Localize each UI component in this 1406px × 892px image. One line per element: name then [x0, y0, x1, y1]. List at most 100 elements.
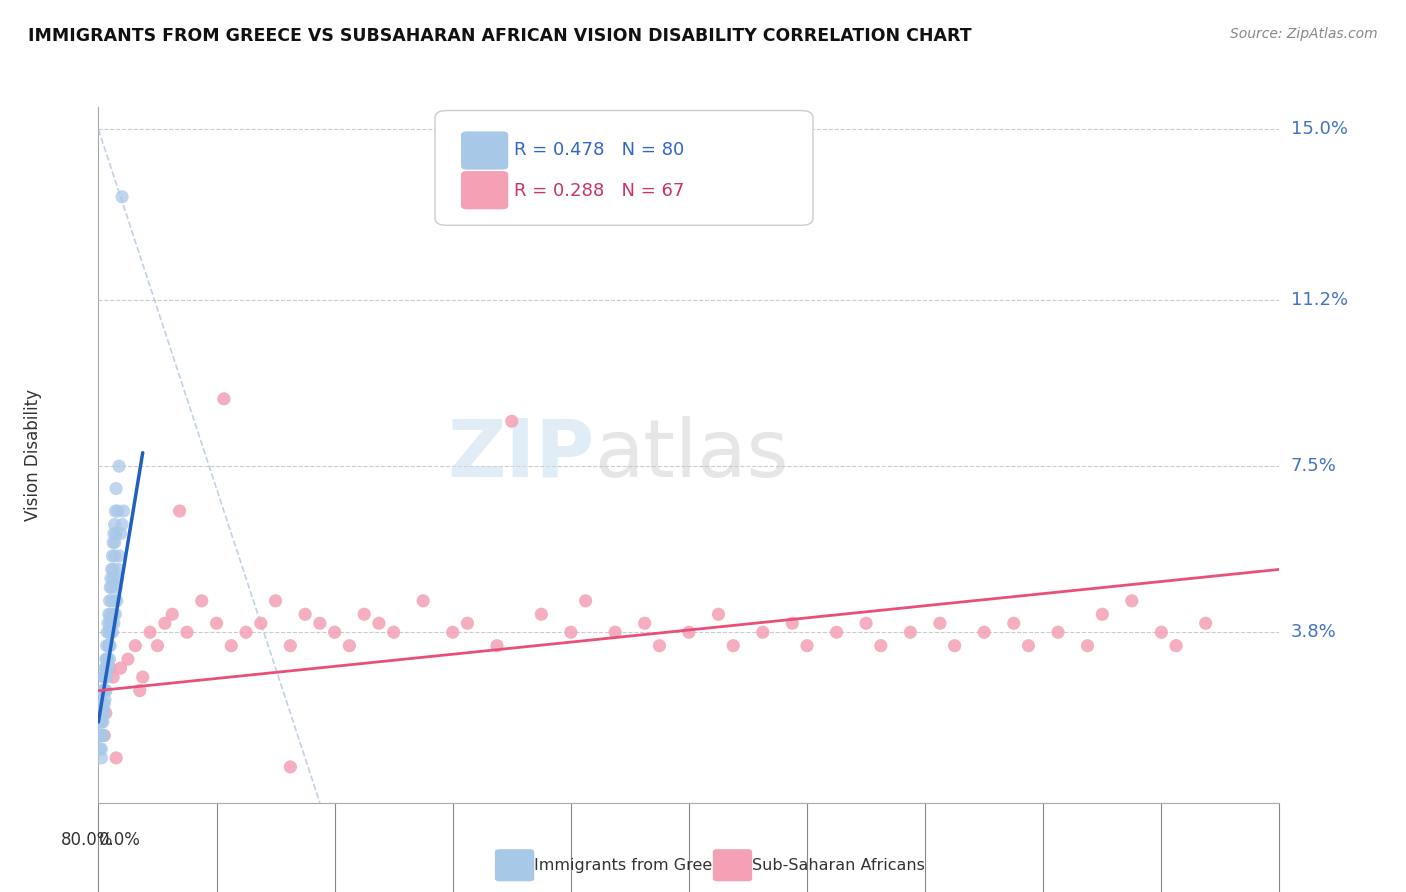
Point [100, 594, 122, 608]
Point [103, 670, 125, 684]
Point [1002, 616, 1025, 631]
Point [107, 562, 129, 576]
Point [96, 639, 118, 653]
Point [89, 729, 111, 743]
Point [486, 639, 509, 653]
Point [1195, 616, 1218, 631]
Point [93, 683, 115, 698]
Point [104, 549, 127, 563]
Point [94, 661, 117, 675]
Point [1121, 594, 1143, 608]
Point [104, 607, 127, 622]
Point [103, 535, 125, 549]
Point [90, 714, 112, 729]
Point [132, 670, 155, 684]
Point [212, 392, 235, 406]
Point [205, 616, 228, 631]
Point [91, 683, 114, 698]
Point [91, 729, 114, 743]
Point [105, 580, 128, 594]
Text: atlas: atlas [595, 416, 789, 494]
Point [91, 729, 114, 743]
FancyBboxPatch shape [434, 111, 813, 226]
Point [111, 517, 134, 532]
Point [441, 625, 464, 640]
Point [103, 526, 125, 541]
Point [191, 594, 214, 608]
Point [153, 616, 176, 631]
Point [100, 625, 122, 640]
Point [89, 742, 111, 756]
Point [98, 652, 121, 666]
Point [110, 526, 132, 541]
FancyBboxPatch shape [461, 171, 508, 210]
Point [973, 625, 995, 640]
Point [104, 517, 127, 532]
Point [530, 607, 553, 622]
Point [105, 751, 128, 765]
Point [104, 504, 127, 518]
Point [782, 616, 804, 631]
Point [104, 594, 127, 608]
Point [723, 639, 745, 653]
Point [96, 625, 118, 640]
Point [278, 639, 302, 653]
Point [98, 661, 121, 675]
Point [1046, 625, 1069, 640]
Point [93, 670, 115, 684]
Point [825, 625, 848, 640]
Point [943, 639, 966, 653]
Point [235, 625, 257, 640]
Point [900, 625, 922, 640]
Point [353, 607, 375, 622]
Point [94, 692, 117, 706]
Point [93, 670, 115, 684]
Point [124, 639, 146, 653]
Point [1164, 639, 1187, 653]
Point [96, 652, 118, 666]
Point [94, 661, 117, 675]
Point [103, 616, 125, 631]
Point [90, 729, 112, 743]
Point [94, 652, 117, 666]
Text: 15.0%: 15.0% [1291, 120, 1347, 138]
Text: Immigrants from Greece: Immigrants from Greece [534, 858, 731, 872]
Point [103, 562, 125, 576]
Point [110, 661, 132, 675]
Point [648, 639, 671, 653]
Point [108, 549, 131, 563]
Point [103, 571, 125, 585]
Text: 0.0%: 0.0% [98, 830, 141, 848]
Point [97, 607, 120, 622]
Point [1150, 625, 1173, 640]
Point [104, 535, 127, 549]
Point [90, 714, 112, 729]
Point [100, 571, 122, 585]
Point [96, 670, 118, 684]
Text: R = 0.288   N = 67: R = 0.288 N = 67 [515, 182, 685, 200]
Point [412, 594, 434, 608]
Text: Vision Disability: Vision Disability [24, 389, 42, 521]
Point [294, 607, 316, 622]
Point [101, 625, 124, 640]
Point [707, 607, 730, 622]
Point [93, 706, 115, 720]
Point [90, 751, 112, 765]
Point [97, 639, 120, 653]
Point [1091, 607, 1114, 622]
Point [1077, 639, 1099, 653]
Point [100, 562, 122, 576]
Point [278, 760, 302, 774]
Point [108, 459, 131, 474]
Point [96, 652, 118, 666]
Point [91, 697, 114, 711]
Point [337, 639, 360, 653]
FancyBboxPatch shape [461, 131, 508, 169]
Point [112, 504, 135, 518]
Text: Sub-Saharan Africans: Sub-Saharan Africans [752, 858, 925, 872]
Text: R = 0.478   N = 80: R = 0.478 N = 80 [515, 141, 685, 159]
Point [90, 706, 112, 720]
Point [501, 414, 523, 428]
Point [96, 661, 118, 675]
Point [309, 616, 332, 631]
